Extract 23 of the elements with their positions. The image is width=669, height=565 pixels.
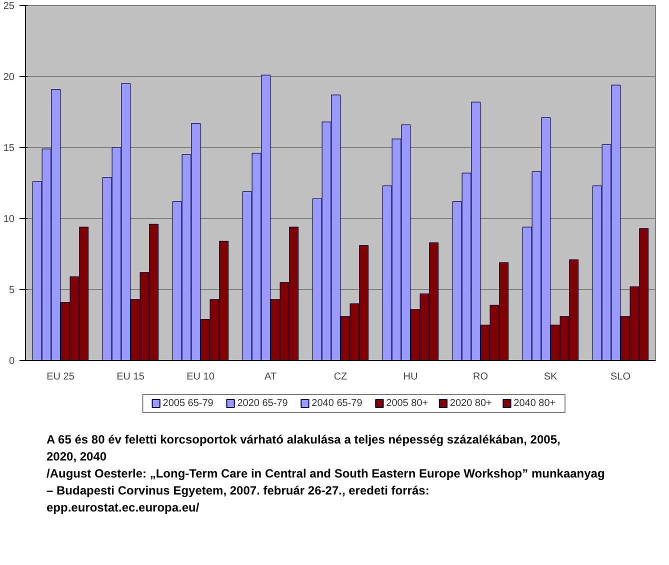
x-tick-label: EU 15 xyxy=(116,372,145,382)
y-tick-label: 10 xyxy=(3,214,15,225)
text: /August Oesterle: „Long-Term Care in Central and South Eastern Europe Workshop” munkaanyag – Budapesti Corvinus Egyetem, 2007. február 26-27., eredeti forrás: epp.eurostat.ec.europa.eu/ xyxy=(46,466,605,514)
x-tick-label: EU 25 xyxy=(46,372,75,382)
y-tick-label: 15 xyxy=(3,143,15,154)
x-tick-label: HU xyxy=(403,372,418,382)
x-tick-label: SK xyxy=(544,372,558,382)
legend-label: 2005 65-79 xyxy=(162,398,214,409)
legend-label: 2020 80+ xyxy=(450,398,492,409)
x-tick-label: RO xyxy=(473,372,488,382)
legend-label: 2005 80+ xyxy=(386,398,428,409)
y-tick-label: 20 xyxy=(3,72,15,83)
x-tick-label: CZ xyxy=(334,372,348,382)
x-tick-label: AT xyxy=(264,372,277,382)
legend-label: 2040 80+ xyxy=(514,398,556,409)
y-tick-label: 5 xyxy=(8,285,15,296)
y-tick-label: 25 xyxy=(3,1,15,12)
text: A 65 és 80 év feletti korcsoportok várható alakulása a teljes népesség százalékában, 2005, 2020, 2040 xyxy=(46,432,560,464)
x-tick-label: EU 10 xyxy=(186,372,215,382)
x-tick-label: SLO xyxy=(610,372,631,382)
y-tick-label: 0 xyxy=(8,356,15,367)
legend-label: 2020 65-79 xyxy=(237,398,288,409)
legend-label: 2040 65-79 xyxy=(312,398,363,409)
